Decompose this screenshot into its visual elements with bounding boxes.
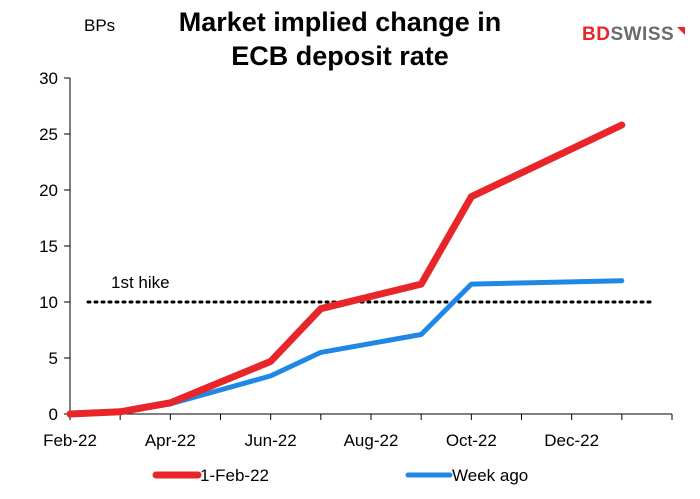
y-tick-label: 15 [39,237,58,256]
legend: 1-Feb-22 Week ago [152,466,528,485]
annotation-layer: 1st hike [86,273,652,304]
x-tick-label: Aug-22 [344,431,399,450]
y-tick-label: 5 [49,349,58,368]
x-tick-label: Feb-22 [43,431,97,450]
series-layer [66,121,626,418]
logo-mark-icon [677,27,686,35]
logo-text-swiss: SWISS [610,24,675,45]
x-tick-label: Dec-22 [544,431,599,450]
legend-item-week-ago-label: Week ago [452,466,528,485]
y-axis-label: BPs [84,16,116,35]
y-tick-label: 25 [39,125,58,144]
y-tick-label: 30 [39,69,58,88]
y-tick-label: 20 [39,181,58,200]
chart-title-line-2: ECB deposit rate [231,41,449,71]
series-line-feb-1 [66,121,626,418]
axes: 0 5 10 15 20 25 30 Feb-22 Apr-22 Jun-22 Aug-22 Oct-… [39,69,673,450]
legend-item-feb-1-label: 1-Feb-22 [200,466,269,485]
first-hike-label: 1st hike [111,273,170,292]
x-tick-label: Oct-22 [446,431,497,450]
y-tick-label: 10 [39,293,58,312]
x-tick-label: Apr-22 [145,431,196,450]
y-tick-label: 0 [49,405,58,424]
logo-text-bd: BD [582,24,611,45]
chart-title-line-1: Market implied change in [178,7,502,37]
bdswiss-logo: BD SWISS [582,24,686,46]
x-tick-label: Jun-22 [245,431,297,450]
